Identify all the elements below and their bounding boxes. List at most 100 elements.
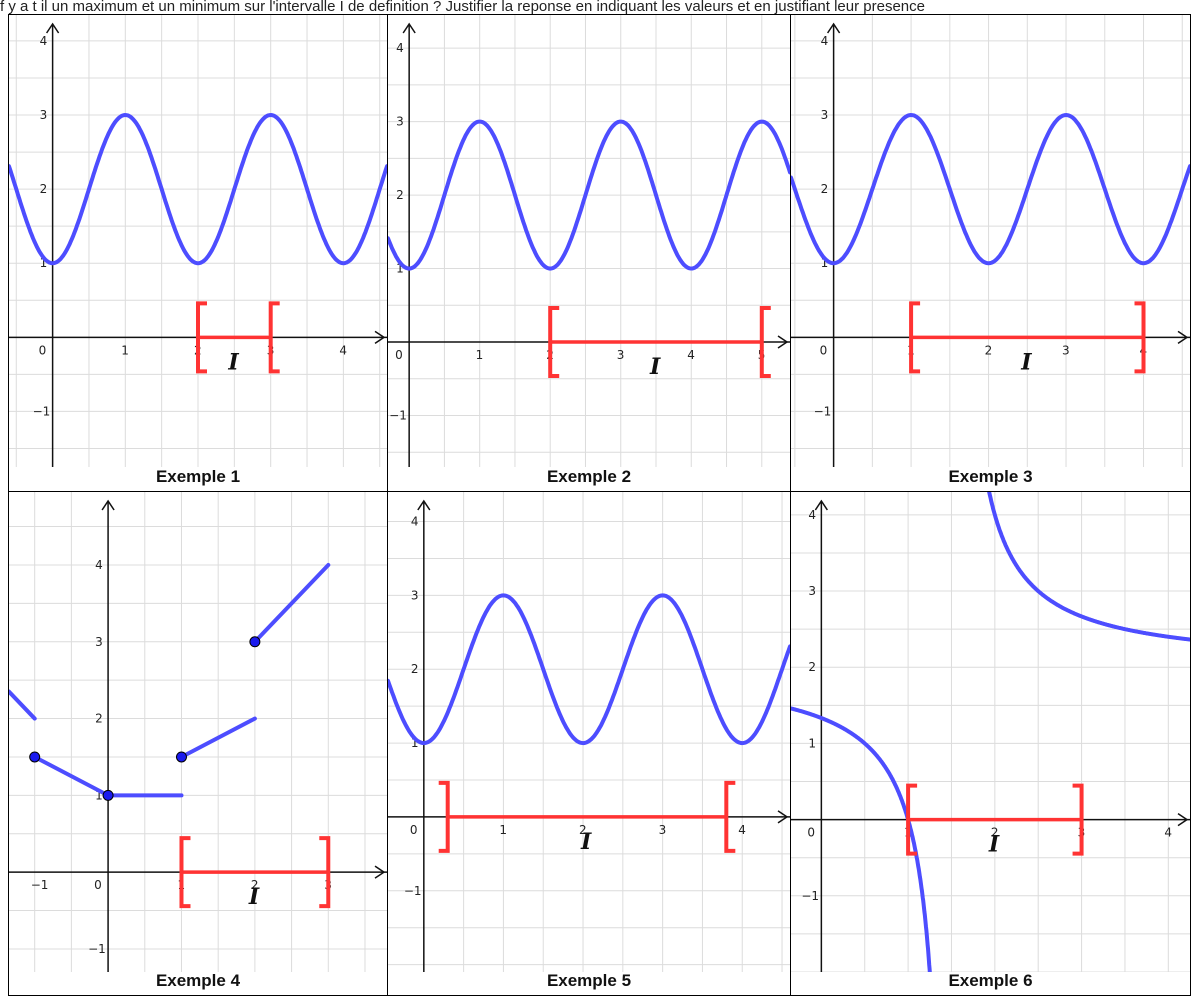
interval-label: I [248, 884, 260, 910]
examples-grid: 0 1 2 3 4 −1 1 2 3 4 I Exemple 1 0 1 2 3 4 5 −1 1 2 3 4 I Exe… [8, 14, 1191, 996]
x-tick-label: 4 [687, 348, 695, 362]
interval-left-bracket [196, 301, 207, 374]
y-axis-arrow [402, 22, 416, 34]
x-tick-label: 2 [985, 343, 993, 357]
example-2-caption: Exemple 2 [546, 467, 632, 486]
x-tick-label: 2 [251, 878, 259, 892]
filled-endpoint [29, 751, 41, 763]
x-tick-label: −1 [31, 878, 49, 892]
x-axis-arrow [777, 810, 789, 824]
piecewise-segment-1 [9, 689, 37, 721]
interval-right-bracket [1072, 783, 1084, 856]
y-tick-label: 3 [95, 635, 103, 649]
x-tick-label: 4 [738, 823, 746, 837]
function-curve [388, 119, 790, 271]
example-3-panel: 0 2 3 4 1 −1 1 2 3 4 I Exemple 3 [791, 15, 1190, 492]
y-axis-arrow [826, 22, 841, 34]
y-tick-label: 3 [396, 115, 404, 129]
y-tick-label: 1 [95, 788, 103, 802]
interval-left-bracket [909, 301, 921, 374]
example-1-panel: 0 1 2 3 4 −1 1 2 3 4 I Exemple 1 [9, 15, 388, 492]
example-4-caption: Exemple 4 [155, 971, 241, 990]
interval-right-bracket [1134, 301, 1146, 374]
x-tick-label: 0 [820, 343, 828, 357]
piecewise-segment-2 [32, 754, 111, 798]
example-4-panel: −1 0 1 2 3 −1 1 2 3 4 I Exemple 4 [9, 492, 388, 995]
x-tick-label: 2 [991, 826, 999, 840]
y-tick-label: −1 [33, 404, 51, 418]
y-tick-label: 1 [821, 256, 829, 270]
y-tick-label: 1 [411, 736, 419, 750]
x-tick-label: 0 [94, 878, 102, 892]
x-axis-arrow [374, 865, 386, 879]
example-3-caption: Exemple 3 [948, 467, 1033, 486]
function-curve-branch-2 [987, 492, 1190, 642]
interval-label: I [1020, 349, 1032, 375]
function-curve-branch-1 [791, 706, 932, 972]
interval-left-bracket [548, 306, 560, 379]
interval-left-bracket [438, 780, 450, 853]
y-tick-label: 4 [95, 558, 103, 572]
y-tick-label: −1 [801, 889, 819, 903]
interval-right-bracket [319, 836, 331, 909]
x-tick-label: 0 [39, 343, 47, 357]
function-curve [791, 113, 1190, 266]
x-axis-arrow [1177, 812, 1189, 827]
piecewise-segment-5 [252, 562, 331, 644]
y-tick-label: 1 [40, 256, 48, 270]
y-axis-arrow [101, 499, 115, 511]
y-axis-arrow [417, 499, 431, 511]
y-tick-label: −1 [88, 942, 106, 956]
x-tick-label: 4 [339, 343, 347, 357]
function-curve [388, 593, 790, 746]
example-6-panel: 0 1 2 3 4 −1 1 2 3 4 I Exemple 6 [791, 492, 1190, 995]
example-1-caption: Exemple 1 [155, 467, 241, 486]
interval-right-bracket [724, 780, 736, 853]
x-tick-label: 0 [395, 348, 403, 362]
y-tick-label: 2 [95, 712, 103, 726]
x-tick-label: 3 [617, 348, 625, 362]
y-tick-label: 4 [808, 508, 816, 522]
interval-left-bracket [179, 836, 191, 909]
x-tick-label: 1 [499, 823, 507, 837]
example-2-panel: 0 1 2 3 4 5 −1 1 2 3 4 I Exemple 2 [388, 15, 791, 492]
y-tick-label: 3 [40, 108, 48, 122]
header-text: f y a t il un maximum et un minimum sur … [0, 0, 925, 14]
y-tick-label: 3 [808, 584, 816, 598]
y-tick-label: −1 [814, 404, 832, 418]
example-5-chart: 0 1 2 3 4 −1 1 2 3 4 I [388, 492, 790, 972]
example-5-caption: Exemple 5 [546, 971, 632, 990]
function-curve [9, 113, 387, 266]
interval-label: I [988, 832, 1000, 858]
y-tick-label: 1 [808, 736, 816, 750]
y-axis-arrow [45, 22, 60, 34]
y-tick-label: 3 [411, 588, 419, 602]
interval-right-bracket [268, 301, 280, 374]
y-tick-label: −1 [404, 884, 422, 898]
x-tick-label: 1 [121, 343, 129, 357]
y-tick-label: 2 [821, 182, 829, 196]
interval-label: I [227, 349, 239, 375]
x-tick-label: 0 [410, 823, 418, 837]
y-tick-label: 2 [40, 182, 48, 196]
y-tick-label: 2 [396, 188, 404, 202]
y-tick-label: 3 [821, 108, 829, 122]
x-axis-arrow [1177, 330, 1189, 344]
x-axis-arrow [777, 335, 789, 349]
x-tick-label: 1 [476, 348, 484, 362]
y-tick-label: 1 [396, 262, 404, 276]
piecewise-segment-4 [179, 716, 257, 759]
filled-endpoint [175, 751, 187, 763]
interval-label: I [649, 354, 661, 380]
y-tick-label: 4 [411, 515, 419, 529]
y-axis-arrow [814, 499, 828, 511]
y-tick-label: 2 [808, 660, 816, 674]
x-tick-label: 3 [1062, 343, 1070, 357]
example-5-panel: 0 1 2 3 4 −1 1 2 3 4 I Exemple 5 [388, 492, 791, 995]
x-tick-label: 2 [579, 823, 587, 837]
x-tick-label: 3 [659, 823, 667, 837]
y-tick-label: −1 [389, 409, 407, 423]
